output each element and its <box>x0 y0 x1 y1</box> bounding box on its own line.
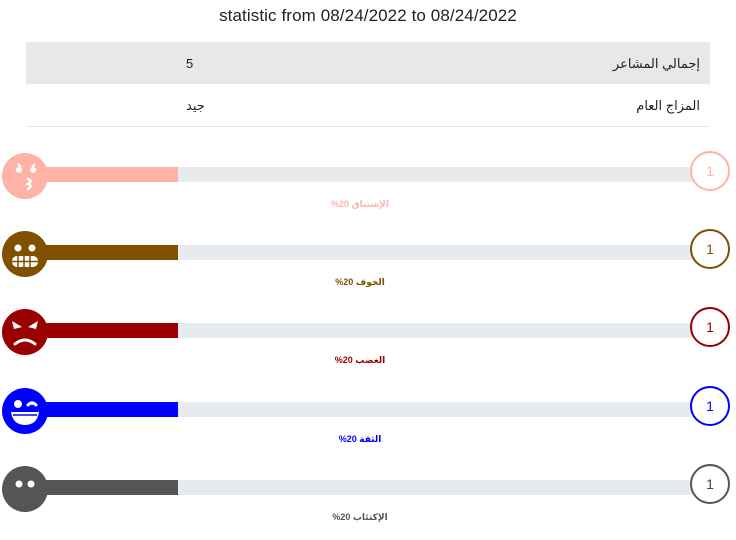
emotion-name: الإشتياق <box>351 199 389 209</box>
emotion-row: 1 الخوف 20% <box>0 229 736 305</box>
summary-row-total: إجمالي المشاعر 5 <box>26 42 710 84</box>
emotion-row: 1 الإشتياق 20% <box>0 151 736 227</box>
emotion-percent: 20% <box>331 199 350 209</box>
expressionless-face-icon <box>2 466 48 512</box>
emotion-count-badge: 1 <box>690 386 730 426</box>
emotion-progress-track <box>30 480 695 495</box>
emotion-name: الغضب <box>355 355 386 365</box>
emotion-label: الثقة 20% <box>300 434 420 445</box>
emotion-progress-track <box>30 245 695 260</box>
emotion-row: 1 الثقة 20% <box>0 386 736 462</box>
emotion-row: 1 الإكتئاب 20% <box>0 464 736 540</box>
mood-label: المزاج العام <box>636 98 700 113</box>
emotion-label: الغضب 20% <box>300 355 420 366</box>
emotion-count-badge: 1 <box>690 151 730 191</box>
emotion-name: الخوف <box>355 277 385 287</box>
emotion-row: 1 الغضب 20% <box>0 307 736 383</box>
emotion-percent: 20% <box>334 355 353 365</box>
emotion-label: الإكتئاب 20% <box>300 512 420 523</box>
total-label: إجمالي المشاعر <box>612 56 700 71</box>
emotion-progress-track <box>30 323 695 338</box>
page-title: statistic from 08/24/2022 to 08/24/2022 <box>219 6 517 25</box>
emotion-percent: 20% <box>332 512 351 522</box>
emotion-label: الخوف 20% <box>300 277 420 288</box>
emotion-count-badge: 1 <box>690 307 730 347</box>
emotion-progress-track <box>30 402 695 417</box>
emotion-progress-fill <box>30 167 178 182</box>
emotion-label: الإشتياق 20% <box>300 199 420 210</box>
total-value: 5 <box>186 56 194 71</box>
kissing-face-icon <box>2 153 48 199</box>
winking-face-icon <box>2 388 48 434</box>
emotion-percent: 20% <box>338 434 357 444</box>
emotion-progress-fill <box>30 402 178 417</box>
emotion-progress-fill <box>30 245 178 260</box>
emotion-count-badge: 1 <box>690 464 730 504</box>
emotion-name: الإكتئاب <box>352 512 388 522</box>
mood-value: جيد <box>186 98 205 113</box>
emotion-name: الثقة <box>359 434 382 444</box>
emotion-progress-fill <box>30 480 178 495</box>
angry-face-icon <box>2 309 48 355</box>
emotion-percent: 20% <box>335 277 354 287</box>
emotion-progress-track <box>30 167 695 182</box>
grimacing-face-icon <box>2 231 48 277</box>
summary-table: إجمالي المشاعر 5 المزاج العام جيد <box>26 42 710 127</box>
emotion-count-badge: 1 <box>690 229 730 269</box>
summary-row-mood: المزاج العام جيد <box>26 84 710 127</box>
emotion-progress-fill <box>30 323 178 338</box>
